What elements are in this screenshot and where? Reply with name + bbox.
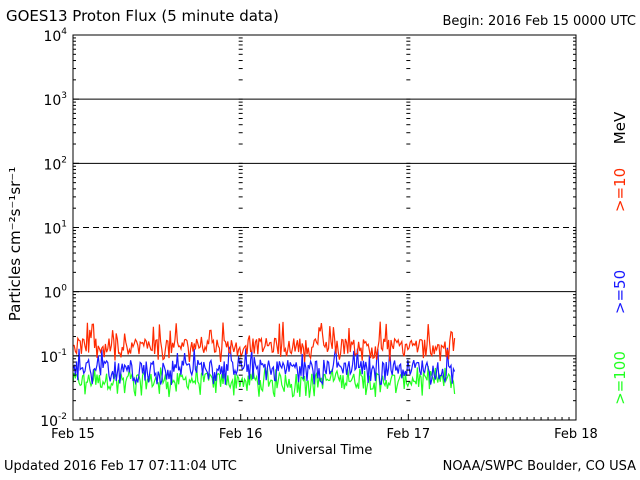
legend: >=10 >=50 >=100 MeV <box>611 111 629 405</box>
legend-label-0: >=10 <box>611 168 629 212</box>
legend-label-2: >=100 <box>611 351 629 405</box>
y-tick-label-5: 10-1 <box>40 348 67 366</box>
x-tick-label-3: Feb 18 <box>554 427 598 442</box>
x-tick-label-0: Feb 15 <box>51 427 95 442</box>
x-tick-labels: Feb 15 Feb 16 Feb 17 Feb 18 <box>51 414 598 442</box>
y-tick-labels: 104 103 102 101 100 10-1 10-2 <box>40 27 576 430</box>
y-tick-label-2: 102 <box>43 155 67 173</box>
y-tick-label-0: 104 <box>43 27 67 45</box>
y-tick-label-6: 10-2 <box>40 412 67 430</box>
legend-label-1: >=50 <box>611 270 629 314</box>
updated-timestamp: Updated 2016 Feb 17 07:11:04 UTC <box>4 459 237 474</box>
series-line->=100 <box>72 365 456 398</box>
reference-lines <box>73 98 576 357</box>
series-line->=50 <box>72 345 456 386</box>
x-tick-label-1: Feb 16 <box>219 427 263 442</box>
y-tick-label-4: 100 <box>43 284 67 302</box>
y-tick-label-1: 103 <box>43 91 67 109</box>
y-axis-label: Particles cm⁻²s⁻¹sr⁻¹ <box>6 167 24 321</box>
chart-title: GOES13 Proton Flux (5 minute data) <box>6 7 279 25</box>
credit-label: NOAA/SWPC Boulder, CO USA <box>442 459 636 474</box>
x-tick-label-2: Feb 17 <box>386 427 430 442</box>
series-layer <box>72 321 456 398</box>
day-markers <box>238 37 411 421</box>
x-axis-label: Universal Time <box>276 443 373 458</box>
legend-unit: MeV <box>611 111 629 144</box>
begin-time: Begin: 2016 Feb 15 0000 UTC <box>442 14 636 29</box>
series-line->=10 <box>72 321 456 363</box>
y-tick-label-3: 101 <box>43 220 67 238</box>
